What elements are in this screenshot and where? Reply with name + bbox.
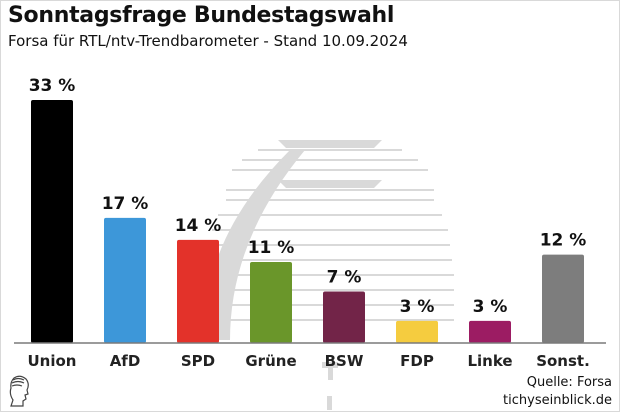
bar-grne	[250, 262, 292, 343]
value-label: 17 %	[102, 194, 149, 214]
category-label: Union	[28, 352, 77, 370]
source-text: Quelle: Forsa	[526, 375, 612, 390]
bar-sonst	[542, 254, 584, 343]
category-label: FDP	[400, 352, 434, 370]
watermark-shape	[278, 140, 382, 148]
category-label: BSW	[325, 352, 364, 370]
watermark-shape	[328, 368, 333, 380]
watermark-shape	[278, 180, 382, 188]
bar-bsw	[323, 291, 365, 343]
chart-title: Sonntagsfrage Bundestagswahl	[8, 3, 395, 28]
value-label: 11 %	[248, 238, 295, 258]
chart-subtitle: Forsa für RTL/ntv-Trendbarometer - Stand…	[8, 32, 408, 50]
value-label: 3 %	[400, 297, 435, 317]
watermark-shape	[327, 396, 332, 410]
value-label: 33 %	[29, 76, 76, 96]
watermark-shape	[322, 362, 338, 368]
value-label: 14 %	[175, 216, 222, 236]
category-label: SPD	[181, 352, 215, 370]
watermark-shape	[204, 150, 305, 340]
value-label: 7 %	[327, 267, 362, 287]
site-link[interactable]: tichyseinblick.de	[503, 393, 612, 408]
source-block: Quelle: Forsa tichyseinblick.de	[503, 374, 612, 410]
value-label: 12 %	[540, 231, 587, 251]
bar-linke	[469, 320, 511, 343]
category-label: AfD	[110, 352, 141, 370]
tichys-einblick-logo-icon	[9, 375, 29, 407]
bar-afd	[104, 217, 146, 343]
bars-group	[31, 100, 584, 343]
bar-union	[31, 100, 73, 343]
category-label: Grüne	[245, 352, 296, 370]
category-labels-group: Union AfD SPD Grüne BSW FDP Linke Sonst.	[28, 352, 590, 370]
bar-spd	[177, 239, 219, 343]
value-labels-group: 33 % 17 % 14 % 11 % 7 % 3 % 3 % 12 %	[29, 76, 587, 317]
category-label: Sonst.	[536, 352, 590, 370]
category-label: Linke	[467, 352, 512, 370]
value-label: 3 %	[473, 297, 508, 317]
bar-fdp	[396, 320, 438, 343]
